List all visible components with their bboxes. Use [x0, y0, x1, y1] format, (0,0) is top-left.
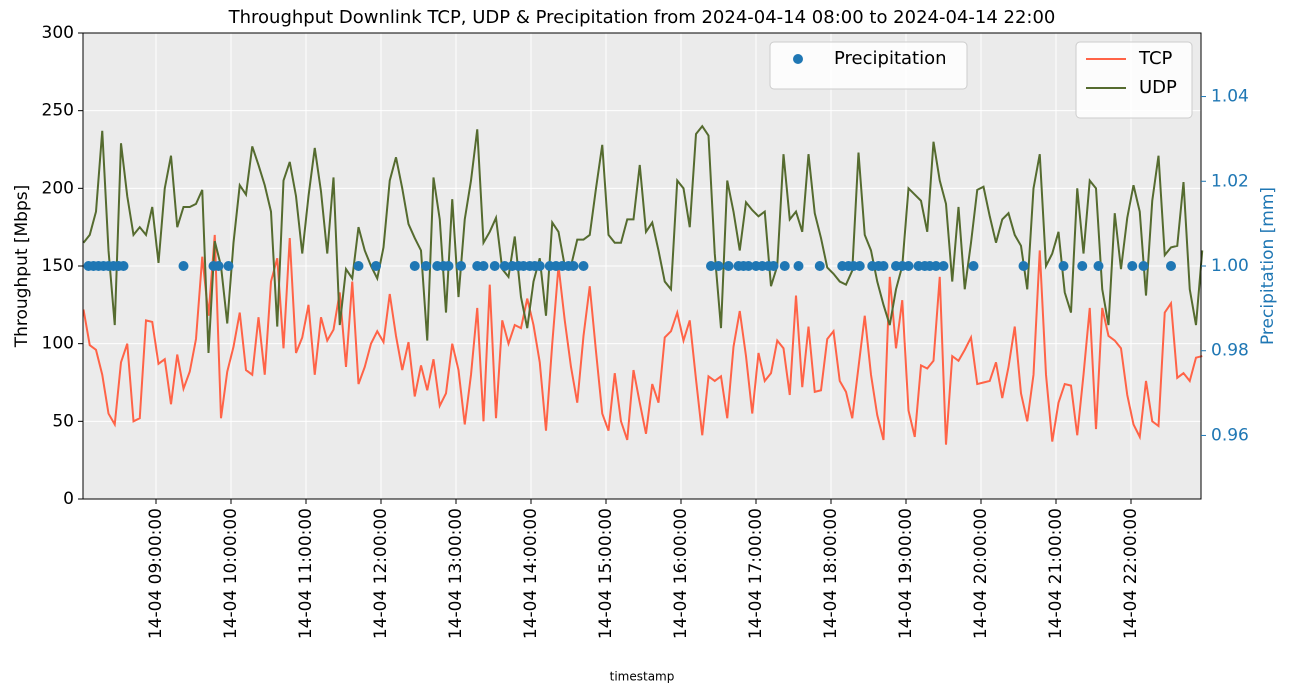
y2-axis-label: Precipitation [mm] [1258, 187, 1278, 345]
precipitation-point [931, 261, 941, 271]
precipitation-point [854, 261, 865, 271]
legend-box [1075, 41, 1193, 119]
x-tick-label: 14-04 11:00:00 [296, 508, 316, 639]
precipitation-point [118, 261, 129, 271]
precipitation-point [743, 261, 754, 271]
precipitation-point [421, 261, 431, 271]
precipitation-point [178, 261, 189, 271]
y-axis-label: Throughput [Mbps] [12, 185, 32, 349]
x-tick-label: 14-04 20:00:00 [971, 508, 991, 639]
legend-box [769, 41, 968, 90]
precipitation-point [938, 261, 949, 271]
precipitation-point [443, 261, 454, 271]
precipitation-point [578, 261, 589, 271]
legend-marker [793, 54, 803, 64]
precipitation-point [768, 261, 779, 271]
y2-tick-label: 1.02 [1211, 171, 1249, 191]
x-tick-label: 14-04 19:00:00 [896, 508, 916, 639]
x-tick-label: 14-04 15:00:00 [596, 508, 616, 639]
series-line [82, 124, 1204, 354]
precipitation-point [903, 261, 914, 271]
y-tick-label: 100 [42, 334, 74, 354]
precipitation-point [779, 261, 790, 271]
legends: TCP UDP Precipitation [769, 41, 1193, 119]
precipitation-point [456, 261, 466, 271]
precipitation-point [213, 261, 224, 271]
chart-title: Throughput Downlink TCP, UDP & Precipita… [228, 7, 1056, 28]
precipitation-point [1018, 261, 1029, 271]
precipitation-point [568, 261, 579, 271]
precipitation-point [723, 261, 734, 271]
precipitation-point [1077, 261, 1088, 271]
marks [82, 124, 1204, 445]
precipitation-point [489, 261, 500, 271]
y2-tick-label: 1.04 [1211, 87, 1249, 107]
precipitation-point [478, 261, 489, 271]
precipitation-point [353, 261, 364, 271]
precipitation-point [223, 261, 234, 271]
x-tick-label: 14-04 12:00:00 [371, 508, 391, 639]
precipitation-point [1093, 261, 1104, 271]
legend-label: Precipitation [834, 48, 947, 69]
series-line [82, 234, 1203, 445]
y-tick-label: 50 [52, 411, 74, 431]
legend-label: TCP [1138, 48, 1173, 69]
x-tick-label: 14-04 13:00:00 [446, 508, 466, 639]
precipitation-point [706, 261, 716, 271]
y2-tick-label: 0.96 [1211, 425, 1249, 445]
y2-tick-label: 0.98 [1211, 341, 1249, 361]
precipitation-point [713, 261, 724, 271]
precipitation-point [793, 261, 804, 271]
precipitation-point [1058, 261, 1069, 271]
precipitation-point [409, 261, 420, 271]
legend-label: UDP [1139, 77, 1177, 98]
precipitation-point [1138, 261, 1149, 271]
precipitation-point [371, 261, 381, 271]
precipitation-point [1166, 261, 1176, 271]
y2-tick-label: 1.00 [1211, 256, 1249, 276]
x-tick-label: 14-04 17:00:00 [746, 508, 766, 639]
y-tick-label: 300 [42, 23, 74, 43]
y-tick-label: 200 [42, 178, 74, 198]
precipitation-point [878, 261, 889, 271]
x-tick-label: 14-04 14:00:00 [521, 508, 541, 639]
x-tick-label: 14-04 18:00:00 [821, 508, 841, 639]
x-tick-label: 14-04 21:00:00 [1046, 508, 1066, 639]
precipitation-point [534, 261, 545, 271]
x-tick-label: 14-04 10:00:00 [221, 508, 241, 639]
precipitation-point [814, 261, 825, 271]
x-tick-label: 14-04 16:00:00 [671, 508, 691, 639]
precipitation-point [499, 261, 510, 271]
y-tick-label: 0 [63, 489, 74, 509]
x-axis-label: timestamp [610, 670, 675, 684]
precipitation-point [968, 261, 979, 271]
y-tick-label: 150 [42, 256, 74, 276]
x-tick-label: 14-04 22:00:00 [1121, 508, 1141, 639]
x-tick-label: 14-04 09:00:00 [146, 508, 166, 639]
precipitation-point [1127, 261, 1138, 271]
y-tick-label: 250 [42, 101, 74, 121]
